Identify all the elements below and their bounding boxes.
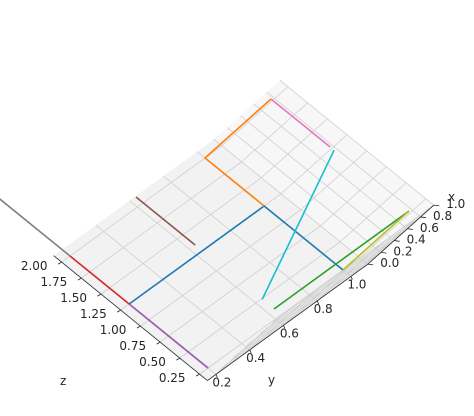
grid-line-x (266, 91, 421, 218)
y-tick-label-mark (283, 325, 286, 329)
grid-line-z (359, 198, 427, 259)
grid-line-x (220, 252, 382, 370)
x-axis-line (367, 204, 435, 265)
grid-line-x (246, 228, 408, 346)
x-tick-label-mark (433, 204, 440, 207)
z-tick-label-mark (176, 357, 181, 361)
y-tick-label-mark (215, 374, 218, 378)
grid-line-z (199, 257, 361, 375)
x-tick-label: 1.0 (446, 197, 465, 211)
y-tick-label: 0.2 (212, 375, 231, 389)
axis-lines (53, 204, 440, 381)
z-tick-label-mark (97, 293, 102, 297)
grid-line-z (61, 145, 223, 263)
z-tick-label: 0.75 (119, 339, 146, 353)
y-tick-label: 0.4 (246, 351, 265, 365)
x-tick-label: 0.8 (433, 209, 452, 223)
grid-line-x (233, 240, 395, 358)
grid-line-z (179, 241, 341, 359)
z-tick-label-mark (117, 309, 121, 313)
y-tick-label: 0.8 (314, 302, 333, 316)
z-tick-label: 0.50 (139, 355, 166, 369)
z-tick-label: 0.25 (159, 371, 186, 385)
grid-line-x (226, 127, 382, 253)
y-tick-label-mark (350, 276, 353, 280)
z-tick-label-mark (77, 277, 82, 281)
tick-labels: 0.250.500.751.001.251.501.752.000.20.40.… (21, 197, 465, 389)
y-axis-label: y (268, 373, 275, 387)
grid-line-y (163, 175, 318, 302)
series-line-1 (204, 98, 272, 207)
z-tick-label-mark (195, 373, 200, 377)
x-tick-label: 0.0 (380, 256, 399, 270)
y-axis-line (207, 263, 368, 381)
x-axis-label: x (448, 190, 455, 204)
grid-line-x (260, 216, 421, 334)
grid-line-z (320, 166, 387, 227)
grid-line-x (279, 80, 435, 206)
z-tick-label-mark (156, 341, 161, 345)
grid-line-x (213, 139, 369, 265)
grid-line-x (273, 204, 434, 322)
grid-line-z (300, 150, 367, 211)
grid-line-z (280, 134, 348, 195)
x-tick-label-mark (407, 228, 413, 230)
x-tick-label: 0.6 (420, 221, 439, 235)
series-line-7 (0, 198, 71, 257)
grid-line-y (129, 200, 284, 326)
x-tick-label-mark (367, 263, 374, 266)
z-axis-line (53, 255, 208, 381)
z-tick-label: 1.50 (60, 291, 87, 305)
grid-line-z (221, 86, 289, 147)
grid-line-x (240, 115, 395, 241)
grid-line-z (100, 177, 262, 295)
grid-line-z (241, 102, 308, 163)
grid-line-z (339, 182, 407, 243)
series-line-6 (270, 98, 331, 148)
y-tick-label: 1.0 (347, 277, 366, 291)
x-tick-label-mark (380, 251, 387, 254)
grid-line-z (140, 209, 301, 327)
z-tick-label: 1.25 (80, 307, 107, 321)
z-axis-label: z (60, 374, 66, 388)
x-tick-label-mark (420, 216, 427, 219)
series-line-4 (128, 303, 209, 369)
series-line-9 (261, 149, 335, 300)
x-tick-label: 0.2 (393, 244, 412, 258)
z-tick-label: 1.75 (41, 275, 68, 289)
grid-line-y (95, 224, 250, 351)
grid-line-z (159, 225, 321, 343)
grid-line-z (261, 118, 328, 179)
x-tick-label: 0.4 (407, 233, 426, 247)
x-tick-label-mark (394, 240, 400, 242)
y-tick-label-mark (249, 349, 252, 354)
z-tick-label-mark (57, 261, 62, 265)
series-line-2 (273, 210, 410, 310)
y-tick-label-mark (316, 300, 319, 305)
z-tick-label: 2.00 (21, 259, 48, 273)
series-line-5 (135, 196, 196, 246)
y-tick-label: 0.6 (280, 326, 299, 340)
series-line-8 (342, 210, 410, 271)
data-series (0, 98, 410, 369)
grid-line-z (81, 161, 242, 279)
grid-line-x (253, 103, 408, 230)
z-tick-label-mark (136, 325, 141, 329)
z-tick-label: 1.00 (100, 323, 127, 337)
